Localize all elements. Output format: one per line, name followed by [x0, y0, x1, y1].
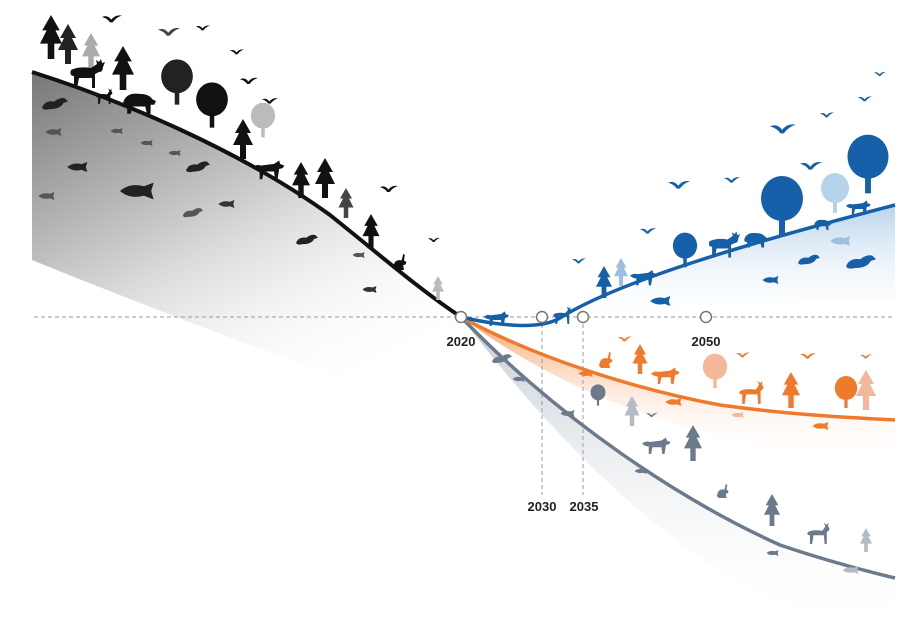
milestone-marker-2050 — [699, 310, 713, 324]
deer-icon — [807, 522, 830, 544]
milestone-marker-2030 — [535, 310, 549, 324]
milestone-marker-2020 — [454, 310, 468, 324]
partial-curve — [460, 315, 896, 422]
tree-icon — [764, 494, 780, 526]
rabbit-icon — [393, 254, 407, 270]
tree-icon — [821, 173, 849, 213]
bird-icon — [800, 162, 822, 170]
bird-icon — [102, 15, 122, 23]
deer-icon — [739, 380, 764, 404]
bird-icon — [230, 49, 244, 55]
past-area — [32, 72, 461, 420]
milestone-label-2030: 2030 — [528, 499, 557, 514]
bird-icon — [196, 25, 210, 31]
tree-icon — [782, 372, 800, 408]
bird-icon — [572, 258, 586, 264]
tree-icon — [40, 15, 62, 59]
bird-icon — [770, 124, 796, 134]
fox-icon — [651, 367, 680, 384]
tree-icon — [250, 102, 276, 138]
tree-icon — [702, 353, 728, 389]
rabbit-icon — [599, 352, 613, 368]
bird-icon — [820, 112, 834, 118]
milestone-label-2035: 2035 — [570, 499, 599, 514]
tree-icon — [847, 134, 889, 194]
tree-icon — [614, 258, 628, 286]
tree-icon — [834, 376, 858, 408]
tree-icon — [761, 176, 803, 236]
rabbit-icon — [716, 484, 729, 498]
bird-icon — [618, 336, 632, 342]
milestone-marker-2035 — [576, 310, 590, 324]
bird-icon — [428, 237, 440, 242]
milestone-label-2050: 2050 — [692, 334, 721, 349]
decline-area — [461, 317, 895, 631]
milestone-label-2020: 2020 — [447, 334, 476, 349]
bird-icon — [800, 353, 816, 359]
tree-icon — [315, 158, 335, 198]
wolf-icon — [642, 437, 671, 454]
tree-icon — [860, 528, 872, 552]
bird-icon — [380, 185, 398, 192]
tree-icon — [161, 59, 193, 105]
recovery-curve — [460, 203, 896, 328]
tree-icon — [112, 46, 134, 90]
bird-icon — [736, 352, 750, 358]
tree-icon — [233, 119, 253, 159]
tree-icon — [856, 370, 876, 410]
deer-icon — [553, 306, 572, 324]
bird-icon — [860, 354, 872, 359]
bird-icon — [724, 177, 740, 183]
tree-icon — [590, 384, 606, 406]
tree-icon — [338, 188, 354, 218]
tree-icon — [196, 82, 228, 128]
tree-icon — [632, 344, 648, 374]
bird-icon — [640, 228, 656, 234]
partial-area — [461, 317, 895, 460]
moose-icon — [70, 59, 105, 88]
bird-icon — [858, 96, 872, 102]
bird-icon — [874, 71, 886, 76]
bird-icon — [668, 181, 690, 189]
bird-icon — [158, 28, 180, 36]
tree-icon — [58, 24, 78, 64]
decline-curve — [459, 315, 896, 580]
bird-icon — [240, 77, 258, 84]
